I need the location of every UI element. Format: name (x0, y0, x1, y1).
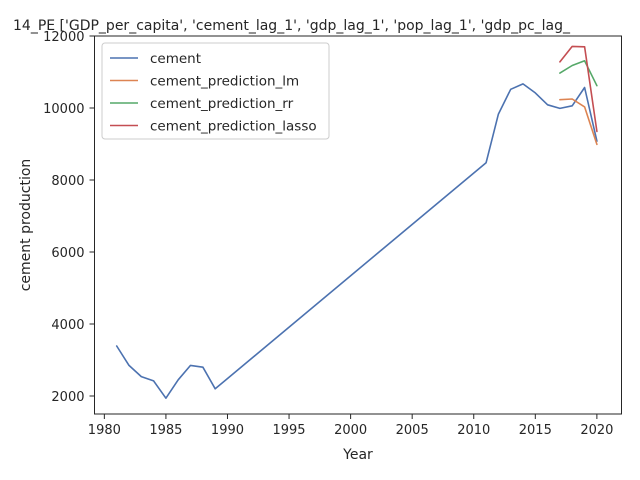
x-tick-label: 1995 (272, 423, 305, 438)
x-tick-label: 1985 (149, 423, 182, 438)
x-tick-label: 2010 (457, 423, 490, 438)
series-line-cement-prediction-lm (559, 98, 598, 146)
x-tick-label: 2020 (580, 423, 613, 438)
x-tick-label: 2005 (396, 423, 429, 438)
x-tick-label: 2000 (334, 423, 367, 438)
y-tick-label: 8000 (51, 174, 84, 189)
series-line-cement-prediction-lasso (559, 45, 598, 133)
x-axis-label: Year (342, 447, 373, 463)
y-tick-label: 12000 (43, 30, 84, 45)
legend: cement cement_prediction_lm cement_predict… (101, 42, 330, 140)
y-tick-label: 4000 (51, 318, 84, 333)
series-line-cement (115, 83, 598, 400)
series-layer (115, 45, 598, 400)
y-axis: 2000 4000 6000 8000 10000 12000 (43, 30, 95, 405)
legend-label: cement_prediction_lasso (150, 119, 317, 135)
plot-area (94, 35, 622, 415)
series-line-cement-prediction-rr (559, 59, 598, 87)
legend-label: cement_prediction_lm (150, 74, 299, 90)
y-tick-label: 10000 (43, 102, 84, 117)
y-tick-label: 6000 (51, 246, 84, 261)
x-tick-label: 1980 (88, 423, 121, 438)
x-tick-label: 2015 (519, 423, 552, 438)
x-tick-label: 1990 (211, 423, 244, 438)
legend-label: cement (150, 51, 201, 67)
chart-title: 14_PE ['GDP_per_capita', 'cement_lag_1',… (13, 18, 571, 34)
y-tick-label: 2000 (51, 390, 84, 405)
legend-label: cement_prediction_rr (150, 96, 294, 112)
legend-frame (101, 42, 330, 140)
x-axis: 1980 1985 1990 1995 2000 2005 2010 2015 2020 (88, 414, 613, 438)
y-axis-label: cement production (18, 159, 34, 292)
